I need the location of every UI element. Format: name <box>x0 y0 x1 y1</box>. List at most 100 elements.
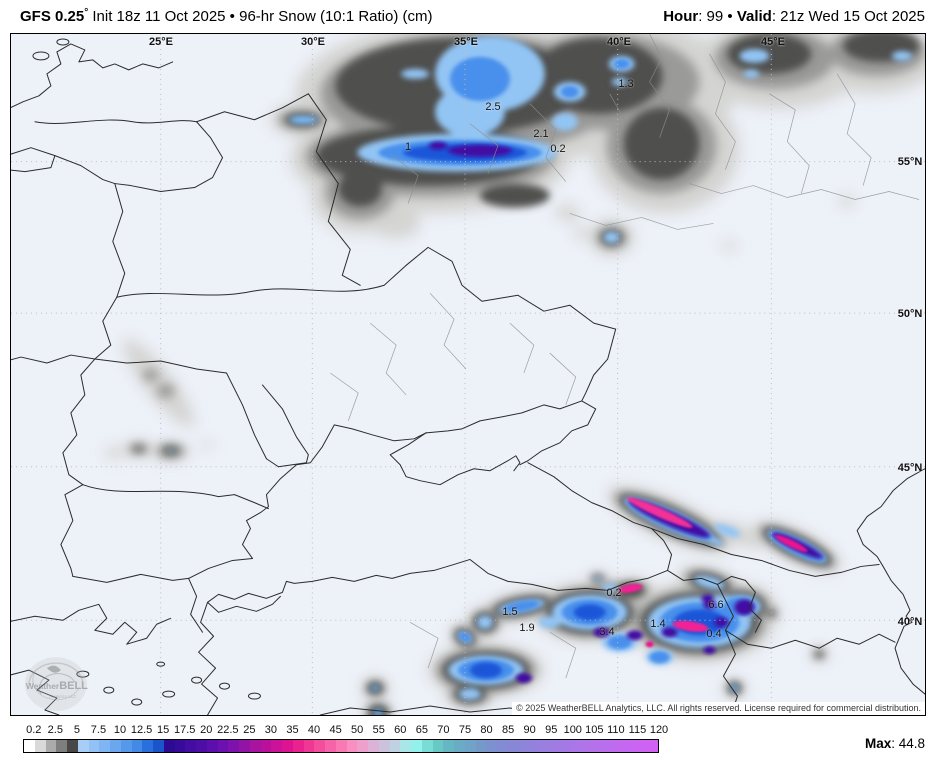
colorbar-segment <box>518 740 530 752</box>
title-init-text: Init 18z 11 Oct 2025 • 96-hr Snow (10:1 … <box>88 8 433 25</box>
colorbar-tick-label: 120 <box>649 724 669 736</box>
colorbar-tick-label: 5 <box>73 724 80 736</box>
colorbar-segment <box>260 740 272 752</box>
colorbar-segment <box>550 740 562 752</box>
colorbar-segment <box>464 740 476 752</box>
colorbar-segment <box>647 740 659 752</box>
colorbar-tick-label: 30 <box>264 724 278 736</box>
colorbar-segment <box>110 740 121 752</box>
valid-time: Hour: 99 • Valid: 21z Wed 15 Oct 2025 <box>663 8 925 25</box>
colorbar-tick-label: 60 <box>394 724 407 736</box>
watermark-text: WeatherBELL <box>26 680 88 692</box>
colorbar-segment <box>303 740 315 752</box>
colorbar-tick-label: 12.5 <box>130 724 153 736</box>
colorbar-tick-label: 90 <box>523 724 536 736</box>
colorbar-tick-label: 45 <box>329 724 342 736</box>
watermark-tagline: Analytics LLC <box>49 694 77 699</box>
colorbar-segment <box>389 740 401 752</box>
colorbar-segment <box>368 740 379 752</box>
degree-symbol: ° <box>84 7 89 18</box>
colorbar-tick-label: 20 <box>200 724 213 736</box>
colorbar-segment <box>153 740 164 752</box>
colorbar-tick-label: 75 <box>458 724 472 736</box>
colorbar-tick-label: 80 <box>480 724 493 736</box>
colorbar-segment <box>636 740 648 752</box>
colorbar-segment <box>593 740 605 752</box>
colorbar-tick-label: 100 <box>563 724 582 736</box>
colorbar-segment <box>335 740 347 752</box>
colorbar-tick-label: 25 <box>243 724 256 736</box>
colorbar-segment <box>228 740 239 752</box>
colorbar-tick-label: 10 <box>113 724 127 736</box>
colorbar-segment <box>615 740 626 752</box>
colorbar-segment <box>282 740 293 752</box>
colorbar-segment <box>411 740 422 752</box>
copyright-notice: © 2025 WeatherBELL Analytics, LLC. All r… <box>512 702 925 715</box>
colorbar-segment <box>529 740 540 752</box>
colorbar-segment <box>77 740 89 752</box>
colorbar-segment <box>475 740 487 752</box>
colorbar-segment <box>421 740 433 752</box>
colorbar-tick-label: 15 <box>157 724 170 736</box>
max-value-label: Max: 44.8 <box>865 736 925 751</box>
colorbar-tick-label: 35 <box>286 724 299 736</box>
colorbar-segment <box>540 740 551 752</box>
colorbar-segment <box>561 740 573 752</box>
colorbar <box>23 739 659 753</box>
colorbar-segment <box>454 740 465 752</box>
colorbar-segment <box>583 740 594 752</box>
colorbar-segment <box>99 740 110 752</box>
colorbar-segment <box>497 740 508 752</box>
colorbar-segment <box>346 740 358 752</box>
colorbar-tick-label: 95 <box>545 724 558 736</box>
colorbar-segment <box>314 740 325 752</box>
colorbar-segment <box>88 740 100 752</box>
colorbar-tick-label: 55 <box>372 724 385 736</box>
valid-label: Valid <box>736 8 772 25</box>
max-label: Max <box>864 736 892 751</box>
hour-value: : 99 • <box>698 8 737 25</box>
colorbar-segment <box>486 740 497 752</box>
colorbar-segment <box>239 740 250 752</box>
colorbar-tick-label: 40 <box>307 724 321 736</box>
valid-value: : 21z Wed 15 Oct 2025 <box>771 8 925 25</box>
colorbar-tick-label: 17.5 <box>173 724 196 736</box>
colorbar-tick-label: 22.5 <box>217 724 239 736</box>
colorbar-segment <box>572 740 583 752</box>
colorbar-segment <box>196 740 207 752</box>
colorbar-segment <box>56 740 67 752</box>
colorbar-segment <box>174 740 186 752</box>
colorbar-segment <box>604 740 616 752</box>
map-title: GFS 0.25° Init 18z 11 Oct 2025 • 96-hr S… <box>20 7 433 26</box>
colorbar-tick-label: 105 <box>585 724 604 736</box>
colorbar-segment <box>34 740 46 752</box>
colorbar-tick-label: 2.5 <box>47 724 63 736</box>
colorbar-segment <box>45 740 57 752</box>
colorbar-segment <box>120 740 132 752</box>
colorbar-segment <box>67 740 78 752</box>
colorbar-segment <box>249 740 261 752</box>
colorbar-segment <box>163 740 175 752</box>
colorbar-segment <box>507 740 519 752</box>
hour-label: Hour <box>663 8 699 25</box>
header-bar: GFS 0.25° Init 18z 11 Oct 2025 • 96-hr S… <box>0 0 935 33</box>
snow-pink-layer <box>618 497 808 648</box>
colorbar-tick-label: 70 <box>437 724 450 736</box>
colorbar-tick-label: 110 <box>607 724 625 736</box>
colorbar-segment <box>131 740 143 752</box>
colorbar-segment <box>142 740 153 752</box>
colorbar-tick-label: 0.2 <box>26 724 42 736</box>
colorbar-segment <box>325 740 336 752</box>
colorbar-segment <box>443 740 454 752</box>
colorbar-tick-label: 85 <box>501 724 515 736</box>
colorbar-segment <box>292 740 304 752</box>
colorbar-tick-label: 7.5 <box>90 724 107 736</box>
map-svg: WeatherBELL Analytics LLC <box>11 34 925 715</box>
map-canvas: WeatherBELL Analytics LLC 25°E 30°E 35°E 40… <box>10 33 926 716</box>
colorbar-segment <box>271 740 282 752</box>
colorbar-segment <box>378 740 390 752</box>
colorbar-segment <box>357 740 368 752</box>
colorbar-segment <box>400 740 411 752</box>
colorbar-segment <box>185 740 196 752</box>
country-borders <box>11 38 925 715</box>
